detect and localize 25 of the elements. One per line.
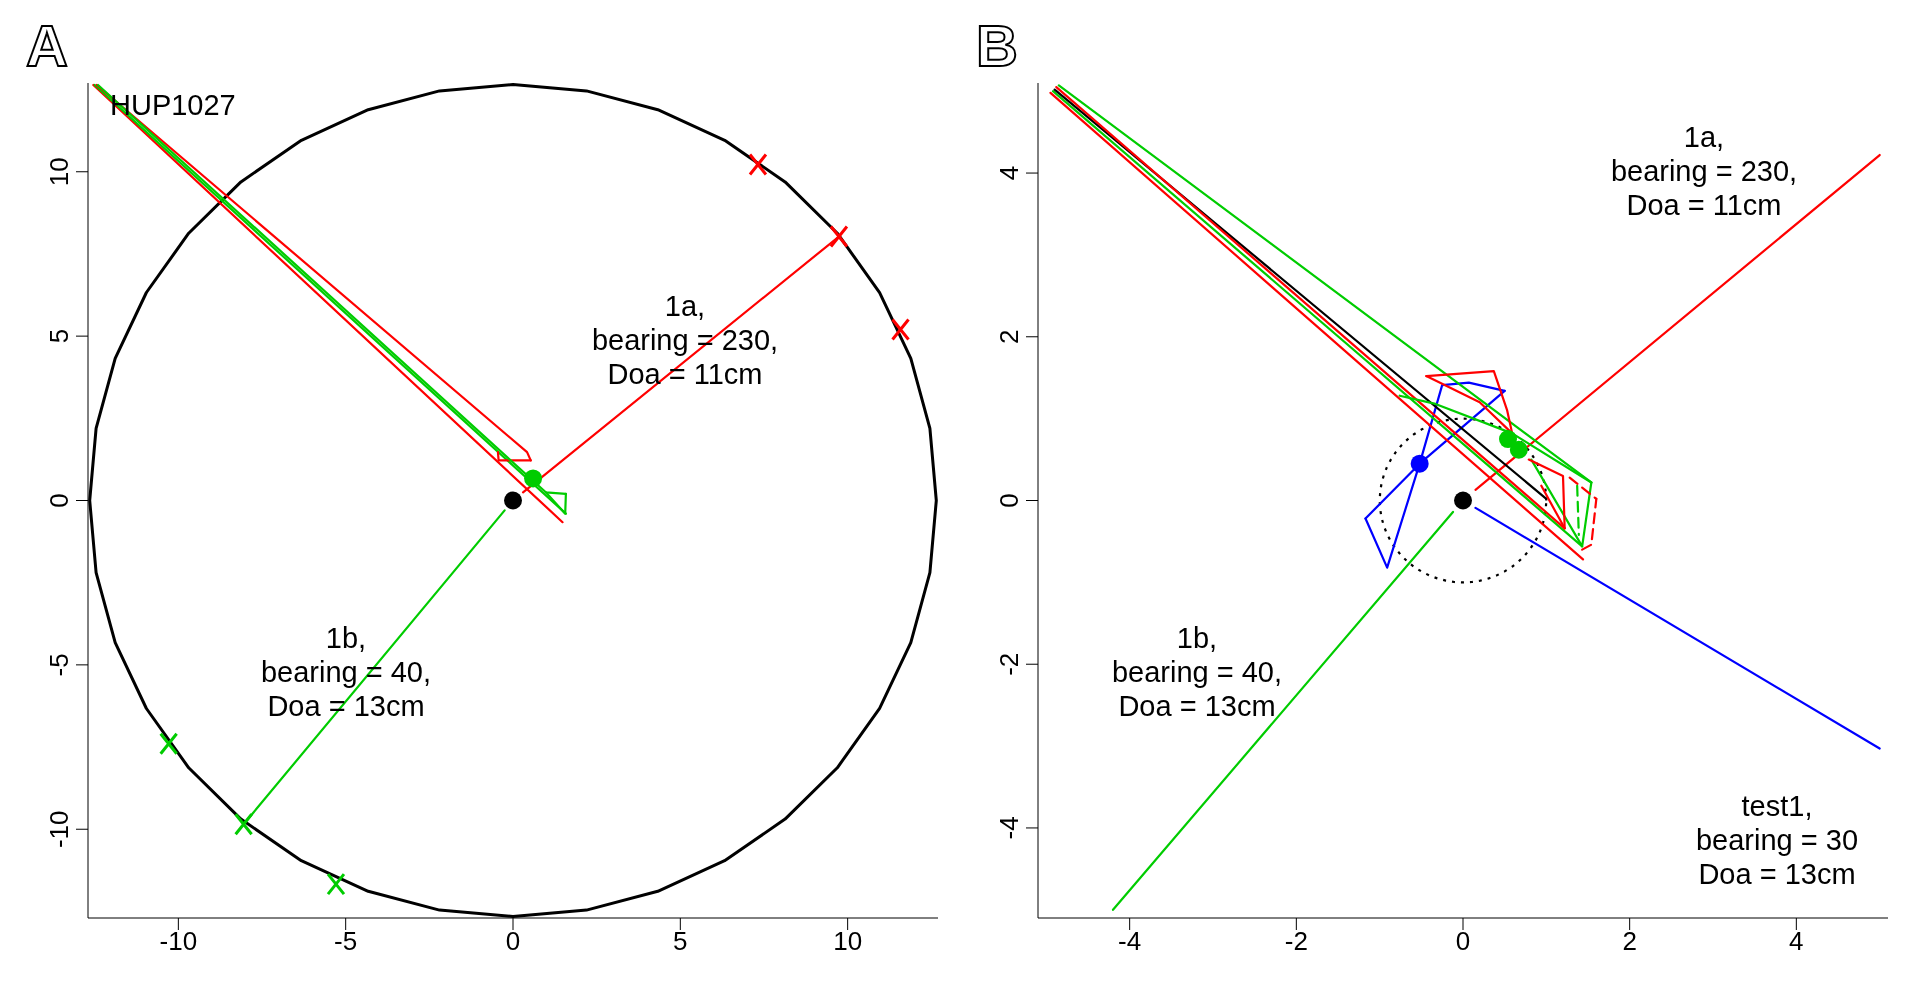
x-tick-label: 2 (1622, 926, 1637, 957)
y-tick-label: 10 (44, 157, 74, 187)
y-tick-label: 4 (994, 165, 1024, 181)
y-tick-label: 0 (994, 493, 1024, 508)
y-tick-label: -4 (994, 816, 1024, 840)
x-tick-label: -4 (1118, 926, 1142, 957)
x-tick-label: 4 (1789, 926, 1804, 957)
chart-title: A (26, 12, 68, 79)
y-tick-label: -10 (44, 810, 74, 849)
annotation: test1, bearing = 30 Doa = 13cm (1695, 789, 1859, 891)
x-tick-label: 10 (833, 926, 863, 957)
annotation: 1b, bearing = 40, Doa = 13cm (1111, 621, 1283, 723)
chart-title: B (976, 12, 1018, 79)
x-tick-label: 0 (1455, 926, 1471, 957)
y-tick-label: 0 (44, 493, 74, 508)
x-tick-label: -10 (159, 926, 198, 957)
y-tick-label: -2 (994, 652, 1024, 676)
annotation: 1a, bearing = 230, Doa = 11cm (1610, 120, 1798, 222)
y-tick-label: -5 (44, 653, 74, 677)
x-tick-label: 0 (505, 926, 521, 957)
x-tick-label: 5 (673, 926, 688, 957)
x-tick-label: -5 (334, 926, 358, 957)
x-tick-label: -2 (1284, 926, 1308, 957)
y-tick-label: 2 (994, 329, 1024, 345)
y-tick-label: 5 (44, 328, 74, 344)
